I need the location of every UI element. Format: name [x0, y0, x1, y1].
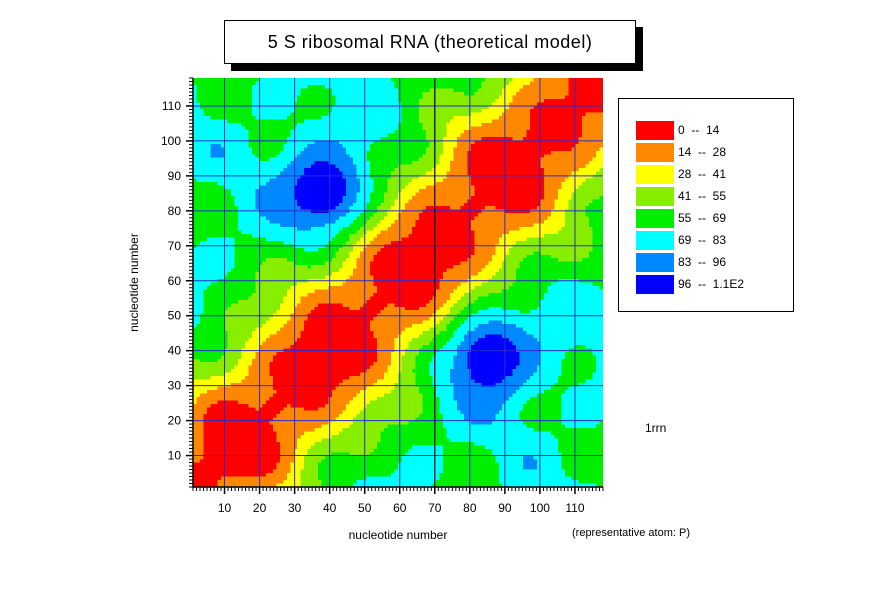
legend-swatch [636, 165, 674, 184]
y-tick-label: 110 [162, 99, 181, 113]
legend-label: 41 -- 55 [678, 189, 727, 203]
y-tick-label: 100 [161, 134, 181, 148]
legend-label: 69 -- 83 [678, 233, 727, 247]
x-tick-label: 40 [323, 501, 337, 515]
y-tick-label: 80 [168, 204, 182, 218]
y-axis-label: nucleotide number [127, 233, 141, 332]
y-tick-label: 70 [168, 239, 182, 253]
x-tick-label: 60 [393, 501, 407, 515]
legend-label: 14 -- 28 [678, 145, 727, 159]
x-axis-label: nucleotide number [349, 528, 448, 542]
x-tick-label: 30 [288, 501, 302, 515]
x-tick-label: 90 [498, 501, 512, 515]
legend-label: 83 -- 96 [678, 255, 727, 269]
x-tick-label: 10 [218, 501, 232, 515]
legend-swatch [636, 275, 674, 294]
y-tick-label: 30 [168, 379, 182, 393]
representative-atom-note: (representative atom: P) [572, 527, 690, 539]
legend: 0 -- 14 14 -- 28 28 -- 41 41 -- 55 55 -- 69 6… [618, 98, 794, 312]
y-tick-label: 40 [168, 344, 182, 358]
pdb-id-label: 1rrn [645, 421, 667, 435]
legend-label: 55 -- 69 [678, 211, 727, 225]
legend-swatch [636, 253, 674, 272]
y-tick-label: 20 [168, 414, 182, 428]
legend-label: 96 -- 1.1E2 [678, 277, 745, 291]
legend-swatch [636, 121, 674, 140]
legend-label: 28 -- 41 [678, 167, 727, 181]
legend-swatch [636, 187, 674, 206]
legend-label: 0 -- 14 [678, 123, 720, 137]
x-tick-label: 100 [530, 501, 550, 515]
x-tick-label: 20 [253, 501, 267, 515]
x-tick-label: 70 [428, 501, 442, 515]
legend-swatch [636, 231, 674, 250]
legend-swatch [636, 143, 674, 162]
x-tick-label: 80 [463, 501, 477, 515]
y-tick-label: 90 [168, 169, 182, 183]
contour-fill [193, 78, 603, 487]
y-tick-label: 60 [168, 274, 182, 288]
x-tick-label: 110 [565, 501, 584, 515]
legend-swatch [636, 209, 674, 228]
y-tick-label: 10 [168, 449, 182, 463]
y-tick-label: 50 [168, 309, 182, 323]
chart-title: 5 S ribosomal RNA (theoretical model) [224, 20, 636, 64]
x-tick-label: 50 [358, 501, 372, 515]
